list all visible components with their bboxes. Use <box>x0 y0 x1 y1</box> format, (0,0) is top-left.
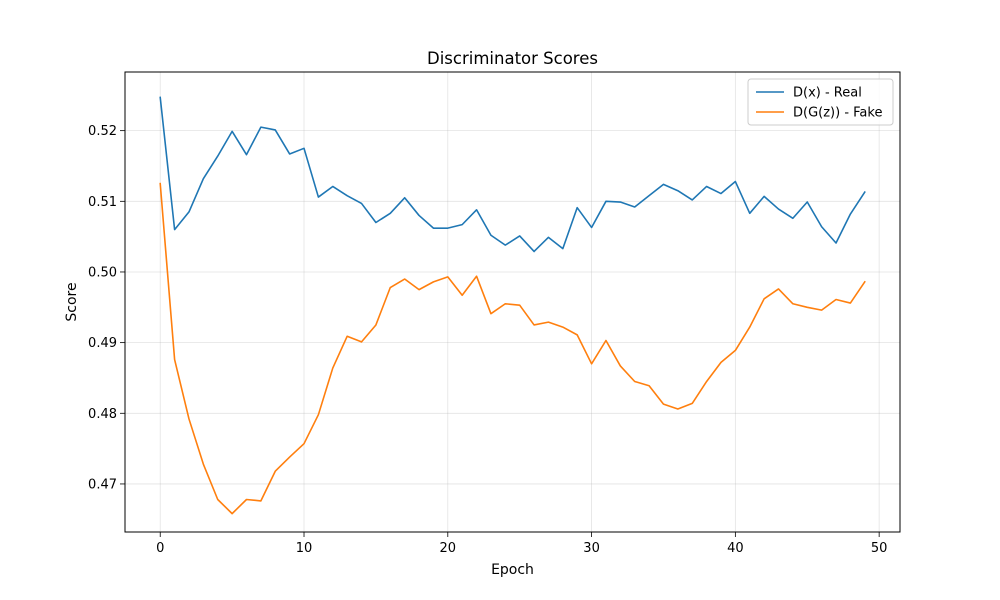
x-tick-label: 30 <box>583 541 600 556</box>
series-lines <box>159 96 866 515</box>
x-tick-label: 40 <box>727 541 744 556</box>
x-tick-label: 10 <box>296 541 313 556</box>
y-tick-label: 0.51 <box>88 195 117 210</box>
legend-label-0: D(x) - Real <box>793 86 862 101</box>
series-line-0 <box>159 96 866 253</box>
x-tick-label: 0 <box>156 541 164 556</box>
y-tick-label: 0.50 <box>88 265 117 280</box>
y-tick-label: 0.48 <box>88 407 117 422</box>
series-line-1 <box>159 182 866 515</box>
x-axis-label: Epoch <box>491 562 534 578</box>
y-tick-label: 0.47 <box>88 477 117 492</box>
y-tick-label: 0.52 <box>88 124 117 139</box>
legend-label-1: D(G(z)) - Fake <box>793 106 882 121</box>
axis-ticks: 0 10 20 30 40 50 0.47 0.48 0.49 0.50 0.51 0.52 <box>88 124 887 556</box>
y-tick-label: 0.49 <box>88 336 117 351</box>
plot-frame <box>124 71 901 533</box>
x-tick-label: 20 <box>440 541 457 556</box>
legend-box <box>747 78 894 126</box>
legend: D(x) - Real D(G(z)) - Fake <box>747 78 894 126</box>
y-axis-label: Score <box>64 282 80 321</box>
chart-title: Discriminator Scores <box>427 49 598 68</box>
x-tick-label: 50 <box>871 541 888 556</box>
